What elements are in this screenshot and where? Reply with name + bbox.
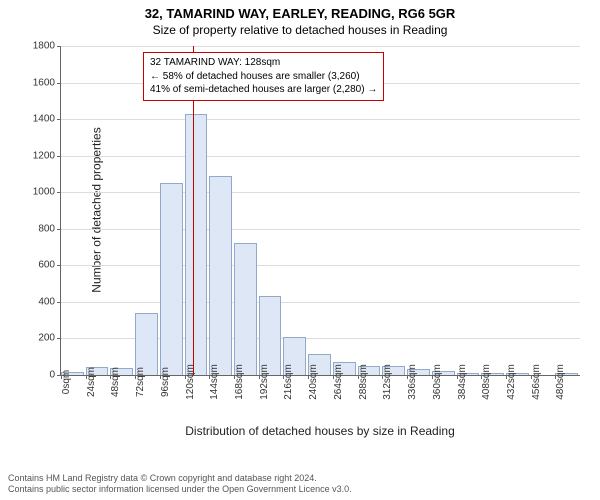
- ytick-label: 800: [38, 223, 55, 234]
- histogram-bar: [160, 183, 183, 375]
- annotation-line2: ← 58% of detached houses are smaller (3,…: [150, 70, 377, 84]
- xtick-label: 0sqm: [61, 364, 72, 394]
- xtick-label: 360sqm: [432, 358, 443, 400]
- footer-line2: Contains public sector information licen…: [8, 484, 352, 496]
- ytick-label: 1800: [33, 41, 55, 52]
- bar-slot: 336sqm: [407, 46, 432, 375]
- bar-slot: 312sqm: [382, 46, 407, 375]
- ytick-label: 600: [38, 260, 55, 271]
- ytick-label: 1000: [33, 187, 55, 198]
- histogram-bar: [234, 243, 257, 375]
- xtick-label: 408sqm: [481, 358, 492, 400]
- xtick-label: 312sqm: [382, 358, 393, 400]
- histogram-bar: [209, 176, 232, 375]
- ytick-label: 1600: [33, 77, 55, 88]
- histogram-bar: [185, 114, 208, 375]
- ytick-label: 400: [38, 296, 55, 307]
- bar-slot: 24sqm: [86, 46, 111, 375]
- ytick-label: 1400: [33, 114, 55, 125]
- footer-line1: Contains HM Land Registry data © Crown c…: [8, 473, 352, 485]
- xtick-label: 240sqm: [308, 358, 319, 400]
- xtick-label: 288sqm: [358, 358, 369, 400]
- xtick-label: 336sqm: [407, 358, 418, 400]
- plot-region: 0sqm24sqm48sqm72sqm96sqm120sqm144sqm168s…: [60, 46, 580, 376]
- ytick-label: 0: [49, 370, 55, 381]
- bar-slot: 480sqm: [555, 46, 580, 375]
- annotation-line3: 41% of semi-detached houses are larger (…: [150, 83, 377, 97]
- xtick-label: 168sqm: [234, 358, 245, 400]
- xtick-label: 48sqm: [110, 361, 121, 397]
- bar-slot: 384sqm: [457, 46, 482, 375]
- chart-title-line2: Size of property relative to detached ho…: [0, 21, 600, 41]
- bar-slot: 456sqm: [531, 46, 556, 375]
- ytick-label: 200: [38, 333, 55, 344]
- bar-slot: 408sqm: [481, 46, 506, 375]
- xtick-label: 216sqm: [283, 358, 294, 400]
- annotation-line1: 32 TAMARIND WAY: 128sqm: [150, 56, 377, 70]
- xtick-label: 432sqm: [506, 358, 517, 400]
- xtick-label: 120sqm: [185, 358, 196, 400]
- xtick-label: 480sqm: [555, 358, 566, 400]
- xtick-label: 72sqm: [135, 361, 146, 397]
- chart-title-line1: 32, TAMARIND WAY, EARLEY, READING, RG6 5…: [0, 0, 600, 21]
- bar-slot: 48sqm: [110, 46, 135, 375]
- xtick-label: 456sqm: [531, 358, 542, 400]
- x-axis-label: Distribution of detached houses by size …: [60, 424, 580, 438]
- bar-slot: 0sqm: [61, 46, 86, 375]
- xtick-label: 96sqm: [160, 361, 171, 397]
- xtick-label: 24sqm: [86, 361, 97, 397]
- xtick-label: 384sqm: [457, 358, 468, 400]
- annotation-box: 32 TAMARIND WAY: 128sqm ← 58% of detache…: [143, 52, 384, 101]
- chart-area: 0sqm24sqm48sqm72sqm96sqm120sqm144sqm168s…: [60, 46, 580, 416]
- xtick-label: 264sqm: [333, 358, 344, 400]
- xtick-label: 144sqm: [209, 358, 220, 400]
- footer-attribution: Contains HM Land Registry data © Crown c…: [8, 473, 352, 496]
- xtick-label: 192sqm: [259, 358, 270, 400]
- ytick-label: 1200: [33, 150, 55, 161]
- bar-slot: 432sqm: [506, 46, 531, 375]
- bar-slot: 360sqm: [432, 46, 457, 375]
